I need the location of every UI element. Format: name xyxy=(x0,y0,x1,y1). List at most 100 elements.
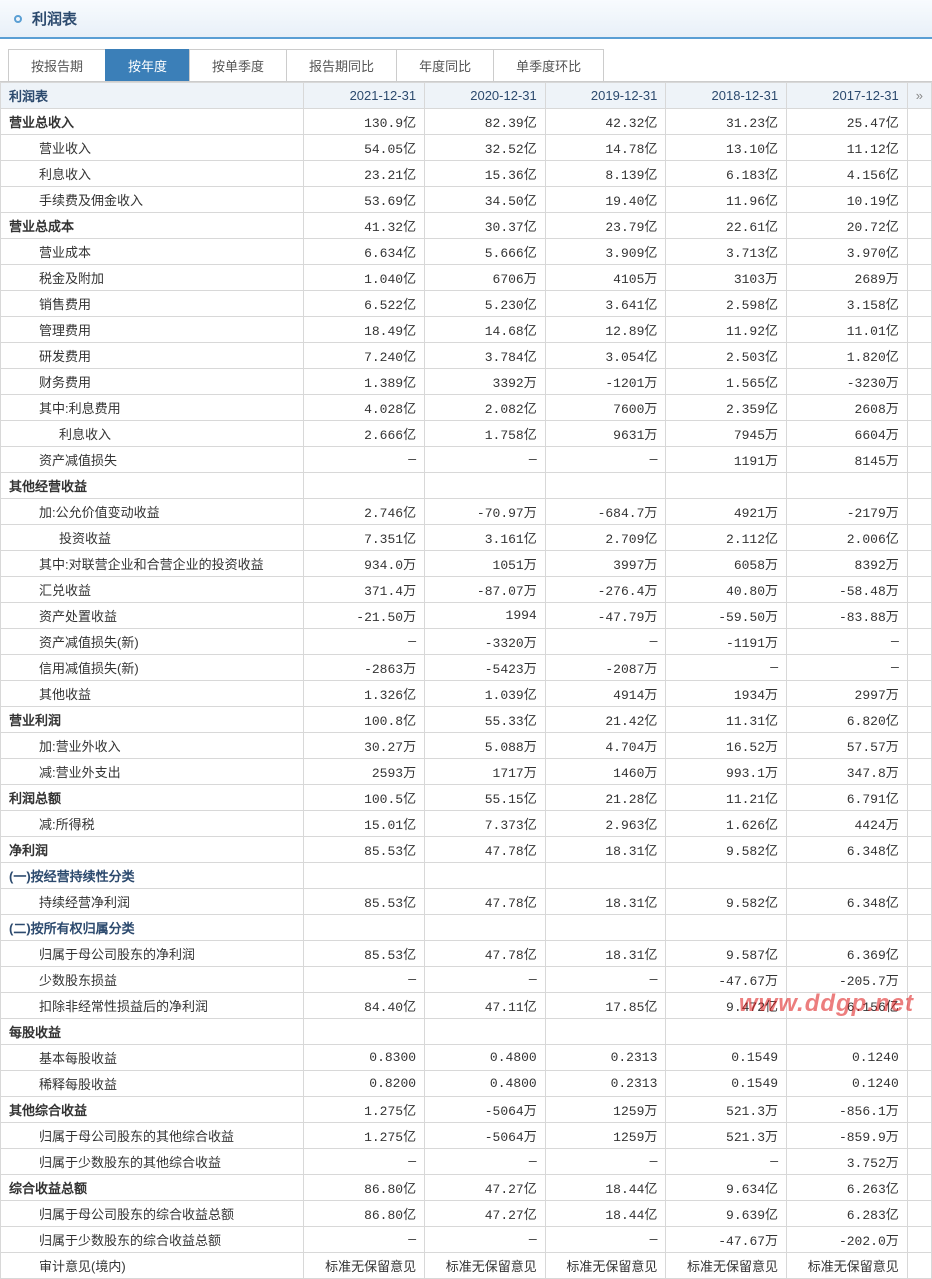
table-row: 营业收入54.05亿32.52亿14.78亿13.10亿11.12亿 xyxy=(1,135,932,161)
row-label: 税金及附加 xyxy=(9,271,104,286)
cell: — xyxy=(666,1149,787,1175)
cell: 85.53亿 xyxy=(304,941,425,967)
table-row: 审计意见(境内)标准无保留意见标准无保留意见标准无保留意见标准无保留意见标准无保… xyxy=(1,1253,932,1279)
table-row: 资产减值损失(新)—-3320万—-1191万— xyxy=(1,629,932,655)
table-row: 基本每股收益0.83000.48000.23130.15490.1240 xyxy=(1,1045,932,1071)
cell: 18.31亿 xyxy=(545,889,666,915)
cell: 17.85亿 xyxy=(545,993,666,1019)
table-row: 持续经营净利润85.53亿47.78亿18.31亿9.582亿6.348亿 xyxy=(1,889,932,915)
cell: 6.820亿 xyxy=(787,707,908,733)
cell: 11.96亿 xyxy=(666,187,787,213)
row-label: 净利润 xyxy=(9,843,48,858)
cell xyxy=(545,1019,666,1045)
cell: 11.01亿 xyxy=(787,317,908,343)
cell: 6.263亿 xyxy=(787,1175,908,1201)
table-row: 信用减值损失(新)-2863万-5423万-2087万—— xyxy=(1,655,932,681)
cell: — xyxy=(425,1149,546,1175)
tab-4[interactable]: 年度同比 xyxy=(396,49,494,81)
row-label: 营业成本 xyxy=(9,245,91,260)
row-label: 销售费用 xyxy=(9,297,91,312)
cell: 10.19亿 xyxy=(787,187,908,213)
cell: 4424万 xyxy=(787,811,908,837)
row-label: 营业收入 xyxy=(9,141,91,156)
cell: — xyxy=(545,629,666,655)
row-label: 稀释每股收益 xyxy=(9,1077,117,1092)
cell: 25.47亿 xyxy=(787,109,908,135)
table-row: 归属于母公司股东的净利润85.53亿47.78亿18.31亿9.587亿6.36… xyxy=(1,941,932,967)
cell: — xyxy=(425,447,546,473)
cell: 55.15亿 xyxy=(425,785,546,811)
cell: — xyxy=(304,1227,425,1253)
table-row: 财务费用1.389亿3392万-1201万1.565亿-3230万 xyxy=(1,369,932,395)
page-title: 利润表 xyxy=(32,8,77,29)
cell: 6.634亿 xyxy=(304,239,425,265)
cell: 7.351亿 xyxy=(304,525,425,551)
cell: 86.80亿 xyxy=(304,1175,425,1201)
cell: 11.92亿 xyxy=(666,317,787,343)
row-label: 营业利润 xyxy=(9,713,61,728)
row-label: 利息收入 xyxy=(9,167,91,182)
tab-1[interactable]: 按年度 xyxy=(105,49,190,81)
tab-3[interactable]: 报告期同比 xyxy=(286,49,397,81)
cell: 1.039亿 xyxy=(425,681,546,707)
table-row: (二)按所有权归属分类 xyxy=(1,915,932,941)
cell: 8392万 xyxy=(787,551,908,577)
table-row: 加:公允价值变动收益2.746亿-70.97万-684.7万4921万-2179… xyxy=(1,499,932,525)
cell xyxy=(425,863,546,889)
cell: 0.4800 xyxy=(425,1071,546,1097)
cell: 0.1240 xyxy=(787,1071,908,1097)
table-row: 其他综合收益1.275亿-5064万1259万521.3万-856.1万 xyxy=(1,1097,932,1123)
cell: 9.639亿 xyxy=(666,1201,787,1227)
cell: 34.50亿 xyxy=(425,187,546,213)
row-label: (一)按经营持续性分类 xyxy=(9,869,135,884)
cell: 42.32亿 xyxy=(545,109,666,135)
cell: 6.791亿 xyxy=(787,785,908,811)
table-row: 其他经营收益 xyxy=(1,473,932,499)
cell: 82.39亿 xyxy=(425,109,546,135)
cell: 47.78亿 xyxy=(425,941,546,967)
cell xyxy=(425,1019,546,1045)
cell: 5.666亿 xyxy=(425,239,546,265)
cell: 6.348亿 xyxy=(787,889,908,915)
cell: 6604万 xyxy=(787,421,908,447)
scroll-right-icon[interactable]: » xyxy=(907,83,931,109)
cell xyxy=(304,1019,425,1045)
table-row: 减:营业外支出2593万1717万1460万993.1万347.8万 xyxy=(1,759,932,785)
col-1: 2020-12-31 xyxy=(425,83,546,109)
cell: 1.040亿 xyxy=(304,265,425,291)
cell: 2.503亿 xyxy=(666,343,787,369)
row-label: 利润总额 xyxy=(9,791,61,806)
cell: 4921万 xyxy=(666,499,787,525)
cell: 14.78亿 xyxy=(545,135,666,161)
cell: 18.44亿 xyxy=(545,1201,666,1227)
cell: -205.7万 xyxy=(787,967,908,993)
cell: 标准无保留意见 xyxy=(787,1253,908,1279)
table-row: 管理费用18.49亿14.68亿12.89亿11.92亿11.01亿 xyxy=(1,317,932,343)
cell: 1934万 xyxy=(666,681,787,707)
cell: 2.082亿 xyxy=(425,395,546,421)
cell: 31.23亿 xyxy=(666,109,787,135)
cell: 32.52亿 xyxy=(425,135,546,161)
cell: — xyxy=(425,1227,546,1253)
tab-5[interactable]: 单季度环比 xyxy=(493,49,604,81)
tab-2[interactable]: 按单季度 xyxy=(189,49,287,81)
table-row: 稀释每股收益0.82000.48000.23130.15490.1240 xyxy=(1,1071,932,1097)
cell: 标准无保留意见 xyxy=(545,1253,666,1279)
cell: 9.472亿 xyxy=(666,993,787,1019)
cell: 6.283亿 xyxy=(787,1201,908,1227)
cell: 2.746亿 xyxy=(304,499,425,525)
cell: 3.909亿 xyxy=(545,239,666,265)
row-label: 其中:利息费用 xyxy=(9,401,121,416)
table-row: 归属于母公司股东的综合收益总额86.80亿47.27亿18.44亿9.639亿6… xyxy=(1,1201,932,1227)
row-label: 其他综合收益 xyxy=(9,1103,87,1118)
cell: — xyxy=(304,967,425,993)
cell: 53.69亿 xyxy=(304,187,425,213)
row-label: 资产减值损失 xyxy=(9,453,117,468)
cell: 14.68亿 xyxy=(425,317,546,343)
table-row: 归属于少数股东的其他综合收益————3.752万 xyxy=(1,1149,932,1175)
cell xyxy=(666,473,787,499)
cell: 1994 xyxy=(425,603,546,629)
tab-0[interactable]: 按报告期 xyxy=(8,49,106,81)
cell: 100.5亿 xyxy=(304,785,425,811)
cell: 85.53亿 xyxy=(304,889,425,915)
